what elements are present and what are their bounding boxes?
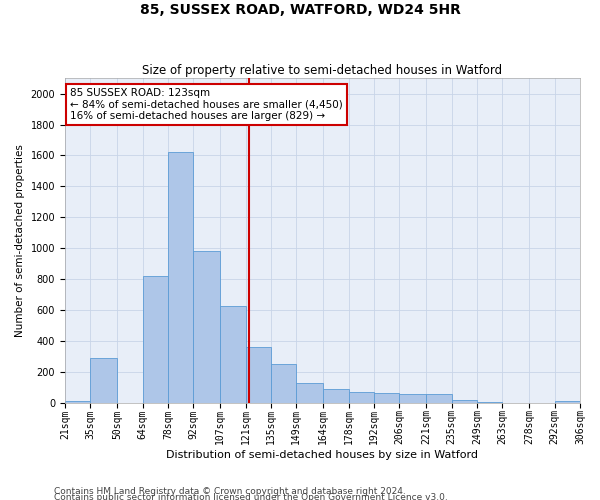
Text: 85, SUSSEX ROAD, WATFORD, WD24 5HR: 85, SUSSEX ROAD, WATFORD, WD24 5HR [140,2,460,16]
Text: Contains HM Land Registry data © Crown copyright and database right 2024.: Contains HM Land Registry data © Crown c… [54,486,406,496]
Bar [323,389,349,403]
Bar [220,306,245,403]
Title: Size of property relative to semi-detached houses in Watford: Size of property relative to semi-detach… [142,64,503,77]
Bar [554,402,580,403]
Bar [477,402,502,403]
Text: Contains public sector information licensed under the Open Government Licence v3: Contains public sector information licen… [54,492,448,500]
Bar [296,383,323,403]
Bar [193,252,220,403]
Bar [168,152,193,403]
Bar [143,276,168,403]
Bar [399,394,427,403]
Bar [245,348,271,403]
X-axis label: Distribution of semi-detached houses by size in Watford: Distribution of semi-detached houses by … [166,450,478,460]
Bar [65,402,90,403]
Bar [271,364,296,403]
Bar [349,392,374,403]
Bar [90,358,118,403]
Y-axis label: Number of semi-detached properties: Number of semi-detached properties [15,144,25,337]
Text: 85 SUSSEX ROAD: 123sqm
← 84% of semi-detached houses are smaller (4,450)
16% of : 85 SUSSEX ROAD: 123sqm ← 84% of semi-det… [70,88,343,121]
Bar [427,394,452,403]
Bar [374,393,399,403]
Bar [452,400,477,403]
